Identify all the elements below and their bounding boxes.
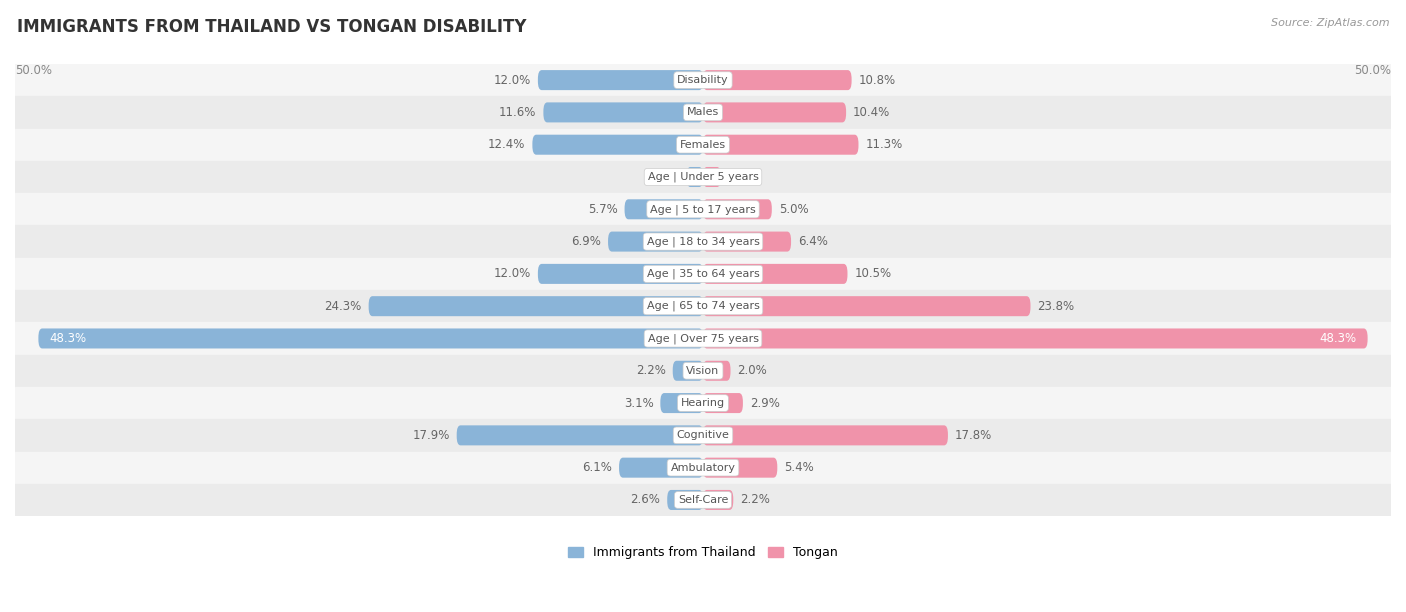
- FancyBboxPatch shape: [703, 296, 1031, 316]
- Text: Age | 5 to 17 years: Age | 5 to 17 years: [650, 204, 756, 215]
- Text: 5.0%: 5.0%: [779, 203, 808, 216]
- Text: 10.4%: 10.4%: [853, 106, 890, 119]
- Text: 10.8%: 10.8%: [859, 73, 896, 87]
- FancyBboxPatch shape: [661, 393, 703, 413]
- Bar: [15, 161, 1391, 193]
- Text: 50.0%: 50.0%: [15, 64, 52, 77]
- Text: 3.1%: 3.1%: [624, 397, 654, 409]
- FancyBboxPatch shape: [703, 102, 846, 122]
- Text: Age | 18 to 34 years: Age | 18 to 34 years: [647, 236, 759, 247]
- Bar: [15, 484, 1391, 516]
- Text: 2.0%: 2.0%: [737, 364, 768, 377]
- FancyBboxPatch shape: [38, 329, 703, 348]
- Text: 6.9%: 6.9%: [571, 235, 602, 248]
- Text: Age | Under 5 years: Age | Under 5 years: [648, 172, 758, 182]
- Text: 23.8%: 23.8%: [1038, 300, 1074, 313]
- Text: Source: ZipAtlas.com: Source: ZipAtlas.com: [1271, 18, 1389, 28]
- Text: Males: Males: [688, 107, 718, 118]
- Text: 11.6%: 11.6%: [499, 106, 537, 119]
- Text: Vision: Vision: [686, 366, 720, 376]
- FancyBboxPatch shape: [619, 458, 703, 478]
- Text: IMMIGRANTS FROM THAILAND VS TONGAN DISABILITY: IMMIGRANTS FROM THAILAND VS TONGAN DISAB…: [17, 18, 526, 36]
- Text: Age | 65 to 74 years: Age | 65 to 74 years: [647, 301, 759, 312]
- Text: Disability: Disability: [678, 75, 728, 85]
- Text: 12.0%: 12.0%: [494, 73, 531, 87]
- Bar: [15, 225, 1391, 258]
- Text: Self-Care: Self-Care: [678, 495, 728, 505]
- Text: 24.3%: 24.3%: [325, 300, 361, 313]
- Legend: Immigrants from Thailand, Tongan: Immigrants from Thailand, Tongan: [562, 541, 844, 564]
- Text: 10.5%: 10.5%: [855, 267, 891, 280]
- Text: Cognitive: Cognitive: [676, 430, 730, 441]
- FancyBboxPatch shape: [703, 264, 848, 284]
- Text: 2.6%: 2.6%: [630, 493, 661, 507]
- FancyBboxPatch shape: [624, 200, 703, 219]
- FancyBboxPatch shape: [703, 458, 778, 478]
- FancyBboxPatch shape: [668, 490, 703, 510]
- Text: 1.2%: 1.2%: [650, 171, 679, 184]
- FancyBboxPatch shape: [607, 231, 703, 252]
- Text: 2.2%: 2.2%: [636, 364, 666, 377]
- Text: 48.3%: 48.3%: [49, 332, 87, 345]
- FancyBboxPatch shape: [543, 102, 703, 122]
- Bar: [15, 64, 1391, 96]
- Text: 50.0%: 50.0%: [1354, 64, 1391, 77]
- Text: 12.0%: 12.0%: [494, 267, 531, 280]
- FancyBboxPatch shape: [703, 135, 859, 155]
- Text: 5.7%: 5.7%: [588, 203, 617, 216]
- FancyBboxPatch shape: [457, 425, 703, 446]
- Bar: [15, 96, 1391, 129]
- Bar: [15, 452, 1391, 484]
- Text: 2.2%: 2.2%: [740, 493, 770, 507]
- Bar: [15, 419, 1391, 452]
- Text: Age | Over 75 years: Age | Over 75 years: [648, 333, 758, 344]
- FancyBboxPatch shape: [703, 200, 772, 219]
- Bar: [15, 323, 1391, 354]
- Bar: [15, 387, 1391, 419]
- Text: 5.4%: 5.4%: [785, 461, 814, 474]
- Text: 17.8%: 17.8%: [955, 429, 993, 442]
- Bar: [15, 129, 1391, 161]
- FancyBboxPatch shape: [703, 231, 792, 252]
- Text: 11.3%: 11.3%: [865, 138, 903, 151]
- FancyBboxPatch shape: [686, 167, 703, 187]
- FancyBboxPatch shape: [533, 135, 703, 155]
- Bar: [15, 258, 1391, 290]
- Text: 12.4%: 12.4%: [488, 138, 526, 151]
- FancyBboxPatch shape: [703, 360, 731, 381]
- FancyBboxPatch shape: [703, 70, 852, 90]
- Text: Hearing: Hearing: [681, 398, 725, 408]
- FancyBboxPatch shape: [538, 70, 703, 90]
- FancyBboxPatch shape: [703, 329, 1368, 348]
- Text: Ambulatory: Ambulatory: [671, 463, 735, 472]
- FancyBboxPatch shape: [672, 360, 703, 381]
- Text: 6.1%: 6.1%: [582, 461, 612, 474]
- FancyBboxPatch shape: [538, 264, 703, 284]
- Text: 48.3%: 48.3%: [1319, 332, 1357, 345]
- Text: 2.9%: 2.9%: [749, 397, 780, 409]
- Text: Females: Females: [681, 140, 725, 150]
- FancyBboxPatch shape: [703, 167, 721, 187]
- Text: 17.9%: 17.9%: [412, 429, 450, 442]
- Text: 1.3%: 1.3%: [728, 171, 758, 184]
- FancyBboxPatch shape: [703, 425, 948, 446]
- FancyBboxPatch shape: [703, 490, 734, 510]
- Text: Age | 35 to 64 years: Age | 35 to 64 years: [647, 269, 759, 279]
- Bar: [15, 290, 1391, 323]
- FancyBboxPatch shape: [703, 393, 742, 413]
- Bar: [15, 354, 1391, 387]
- Text: 6.4%: 6.4%: [799, 235, 828, 248]
- FancyBboxPatch shape: [368, 296, 703, 316]
- Bar: [15, 193, 1391, 225]
